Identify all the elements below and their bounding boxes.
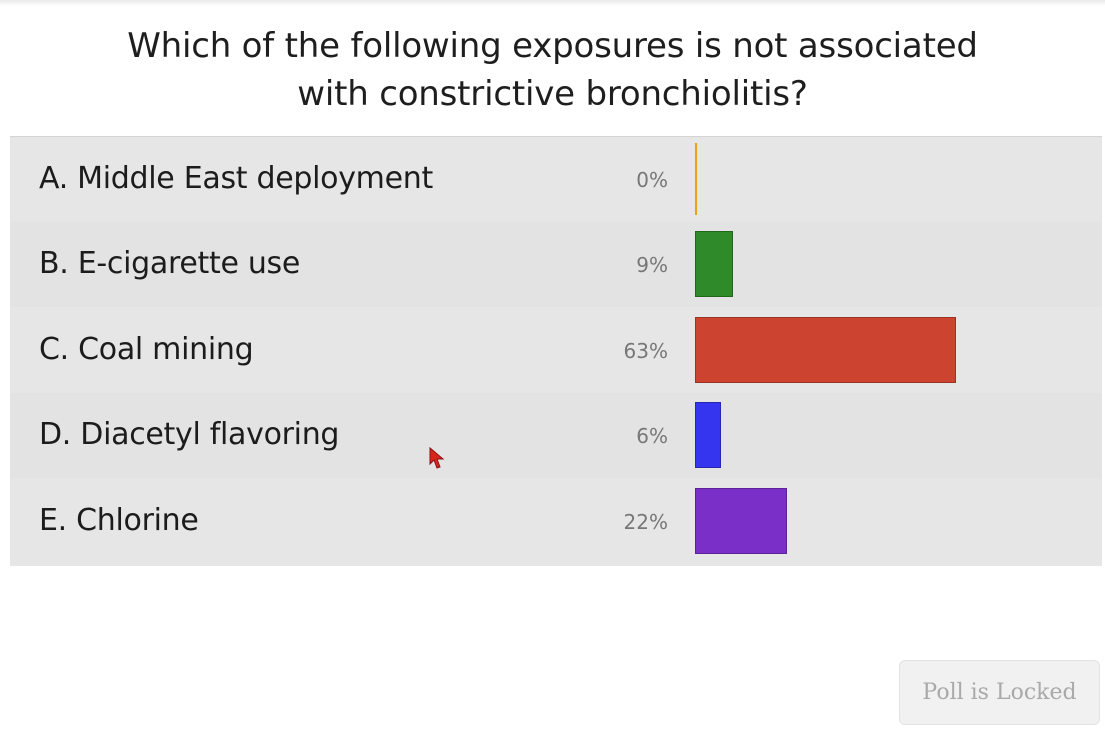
option-label: D. Diacetyl flavoring [39, 417, 340, 452]
option-label: B. E-cigarette use [39, 246, 301, 281]
poll-option-a: A. Middle East deployment 0% [10, 137, 1102, 222]
top-edge [0, 0, 1105, 6]
poll-option-e: E. Chlorine 22% [10, 479, 1102, 564]
poll-results-panel: A. Middle East deployment 0% B. E-cigare… [10, 136, 1102, 566]
option-label: E. Chlorine [39, 503, 199, 538]
poll-question-line-1: Which of the following exposures is not … [127, 26, 978, 66]
poll-locked-button[interactable]: Poll is Locked [899, 660, 1100, 725]
option-label: C. Coal mining [39, 332, 254, 367]
option-percent: 6% [636, 424, 668, 448]
option-bar [695, 231, 733, 297]
poll-option-b: B. E-cigarette use 9% [10, 222, 1102, 307]
option-percent: 22% [623, 510, 668, 534]
option-bar [695, 317, 956, 383]
poll-option-d: D. Diacetyl flavoring 6% [10, 393, 1102, 478]
option-bar [695, 488, 787, 554]
option-bar [695, 143, 697, 215]
poll-question: Which of the following exposures is not … [0, 22, 1105, 118]
option-bar [695, 402, 721, 468]
option-percent: 0% [636, 168, 668, 192]
poll-question-line-2: with constrictive bronchiolitis? [297, 74, 808, 114]
mouse-pointer-icon [429, 446, 445, 469]
option-percent: 9% [636, 253, 668, 277]
poll-option-c: C. Coal mining 63% [10, 308, 1102, 393]
option-percent: 63% [623, 339, 668, 363]
option-label: A. Middle East deployment [39, 161, 433, 196]
